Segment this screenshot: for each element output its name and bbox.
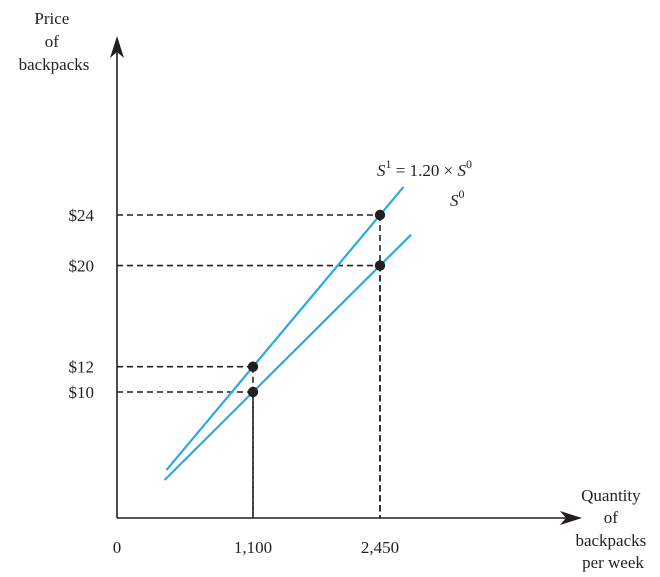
x-axis-title-line: per week <box>582 553 644 572</box>
series-label-s1-base2: S <box>457 161 466 180</box>
data-point <box>247 361 259 372</box>
y-tick-labels: $24 $20 $12 $10 <box>69 206 95 402</box>
series-label-s1-sup: 1 <box>386 157 392 171</box>
x-axis-title-line: backpacks <box>575 531 646 550</box>
y-axis-title-line: backpacks <box>19 55 90 74</box>
series-label-s0: S0 <box>450 187 465 210</box>
x-tick-label: 2,450 <box>361 538 399 557</box>
series-label-s1-rest: = 1.20 × <box>392 161 458 180</box>
axes <box>110 36 582 525</box>
y-axis-arrowhead <box>110 36 124 58</box>
data-point <box>374 209 386 221</box>
y-axis-title: Price of backpacks <box>19 9 90 74</box>
supply-curve-s1 <box>165 186 405 471</box>
y-tick-label: $20 <box>69 257 95 276</box>
x-tick-labels: 1,100 2,450 <box>234 538 399 557</box>
y-tick-label: $10 <box>69 383 95 402</box>
series-label-s1: S1 = 1.20 × S0 <box>377 157 472 180</box>
series-label-s1-sup2: 0 <box>466 157 472 171</box>
y-tick-label: $12 <box>69 358 95 377</box>
origin-label: 0 <box>113 538 122 557</box>
x-axis-arrowhead <box>560 511 582 525</box>
x-axis-title-line: of <box>604 508 619 527</box>
x-axis-title-line: Quantity <box>581 486 641 505</box>
series-label-s0-sup: 0 <box>459 187 465 201</box>
series-label-s0-base: S <box>450 191 459 210</box>
data-point <box>374 260 386 271</box>
data-point <box>247 386 259 398</box>
y-tick-label: $24 <box>69 206 95 225</box>
y-axis-title-line: Price <box>34 9 69 28</box>
y-axis-title-line: of <box>45 32 60 51</box>
series-label-s1-base: S <box>377 161 386 180</box>
x-tick-label: 1,100 <box>234 538 272 557</box>
data-points <box>247 209 386 398</box>
supply-curve-s0 <box>163 233 412 481</box>
supply-curves <box>163 186 412 481</box>
x-axis-title: Quantity of backpacks per week <box>575 486 650 572</box>
